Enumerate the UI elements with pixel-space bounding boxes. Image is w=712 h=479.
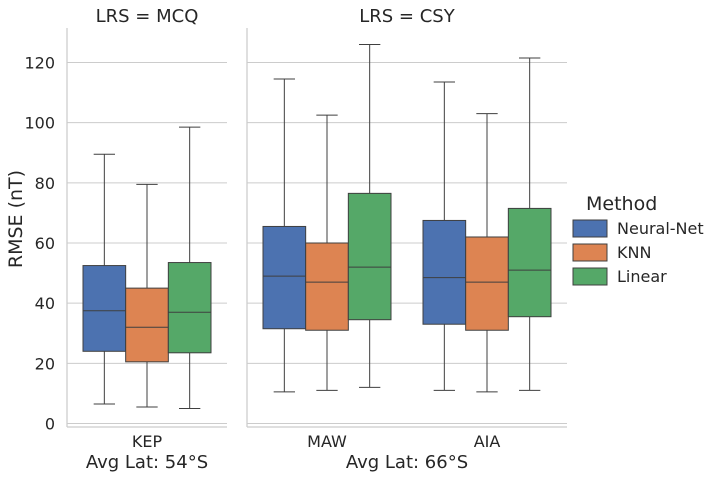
legend-label: Neural-Net <box>617 219 704 238</box>
y-tick-label: 80 <box>35 174 55 193</box>
legend: Method Neural-Net KNN Linear <box>572 193 704 286</box>
x-tick-label: MAW <box>307 432 347 451</box>
y-tick-label: 20 <box>35 354 55 373</box>
panel-mcq-boxes <box>82 126 212 409</box>
box-linear-aia <box>507 57 552 391</box>
box-iqr <box>262 225 307 330</box>
y-tick-label: 100 <box>24 114 55 133</box>
legend-entry-linear: Linear <box>572 267 667 286</box>
box-knn-kep <box>125 183 169 408</box>
box-neural-net-aia <box>422 81 467 391</box>
panel-csy-boxes <box>262 43 552 393</box>
legend-swatch <box>572 267 608 286</box>
y-axis-label: RMSE (nT) <box>5 170 27 268</box>
box-neural-net-kep <box>82 153 127 405</box>
legend-label: Linear <box>617 267 667 286</box>
box-neural-net-maw <box>262 78 307 393</box>
box-iqr <box>507 207 552 318</box>
panel-csy-title: LRS = CSY <box>359 6 455 27</box>
box-iqr <box>347 192 392 321</box>
box-knn-aia <box>465 113 509 393</box>
box-iqr <box>167 262 212 354</box>
panel-mcq-title: LRS = MCQ <box>96 6 199 27</box>
panel-csy: LRS = CSY Avg Lat: 66°S MAW AIA <box>246 6 567 473</box>
legend-swatch <box>572 243 608 262</box>
legend-title: Method <box>586 193 657 215</box>
box-iqr <box>465 236 509 331</box>
panel-csy-xlabel: Avg Lat: 66°S <box>346 452 468 473</box>
y-tick-label: 0 <box>45 415 55 434</box>
box-iqr <box>125 287 169 363</box>
x-tick-label: KEP <box>132 432 163 451</box>
legend-entry-knn: KNN <box>572 243 651 262</box>
y-tick-label: 60 <box>35 234 55 253</box>
box-linear-kep <box>167 126 212 409</box>
legend-entry-neural-net: Neural-Net <box>572 219 704 238</box>
legend-swatch <box>572 219 608 238</box>
box-knn-maw <box>305 114 349 391</box>
box-iqr <box>82 265 127 352</box>
panel-mcq: LRS = MCQ Avg Lat: 54°S KEP <box>66 6 227 473</box>
legend-label: KNN <box>617 243 651 262</box>
panel-mcq-xlabel: Avg Lat: 54°S <box>86 452 208 473</box>
y-tick-label: 40 <box>35 294 55 313</box>
panel-csy-xtick-labels: MAW AIA <box>307 432 500 451</box>
legend-entries: Neural-Net KNN Linear <box>572 219 704 286</box>
y-tick-label: 120 <box>24 54 55 73</box>
box-linear-maw <box>347 43 392 388</box>
panel-mcq-xtick-labels: KEP <box>132 432 163 451</box>
x-tick-label: AIA <box>474 432 501 451</box>
box-iqr <box>305 242 349 331</box>
y-tick-labels: 0 20 40 60 80 100 120 <box>24 54 55 434</box>
box-iqr <box>422 219 467 325</box>
